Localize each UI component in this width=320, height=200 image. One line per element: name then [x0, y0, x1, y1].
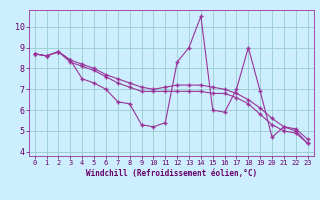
X-axis label: Windchill (Refroidissement éolien,°C): Windchill (Refroidissement éolien,°C): [86, 169, 257, 178]
